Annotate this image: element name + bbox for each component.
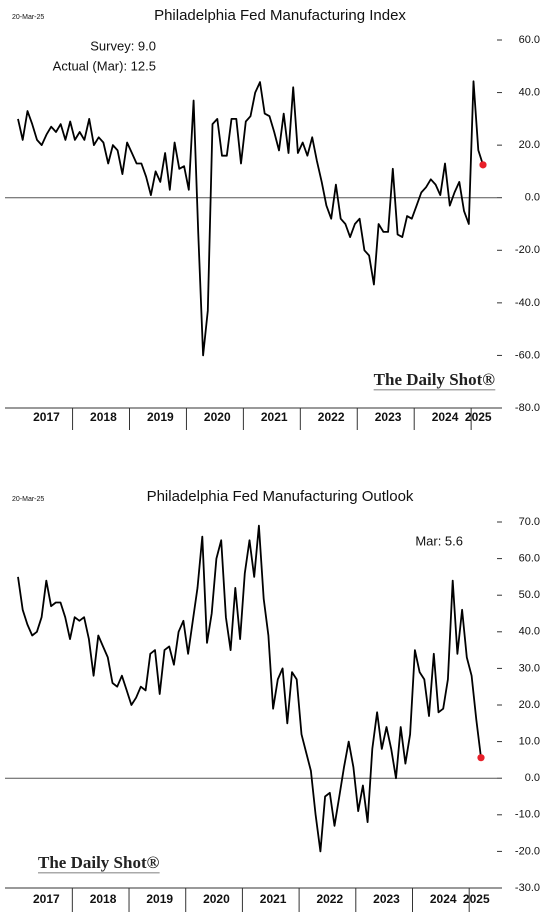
last-point bbox=[479, 161, 487, 169]
y-tick-label: -10.0 bbox=[515, 809, 540, 821]
source-logo: The Daily Shot® bbox=[38, 853, 160, 872]
y-tick-label: -20.0 bbox=[515, 845, 540, 857]
x-tick-label: 2022 bbox=[318, 410, 345, 424]
x-tick-label: 2025 bbox=[465, 410, 492, 424]
y-tick-label: 30.0 bbox=[519, 662, 540, 674]
source-logo: The Daily Shot® bbox=[374, 370, 496, 389]
x-tick-label: 2018 bbox=[90, 892, 117, 906]
x-tick-label: 2020 bbox=[203, 892, 230, 906]
line bbox=[17, 80, 484, 357]
x-tick-label: 2017 bbox=[33, 410, 60, 424]
x-tick-label: 2022 bbox=[316, 892, 343, 906]
y-tick-label: 40.0 bbox=[519, 626, 540, 638]
x-tick-label: 2025 bbox=[463, 892, 490, 906]
y-tick-label: 20.0 bbox=[519, 139, 540, 151]
y-tick-label: 40.0 bbox=[519, 86, 540, 98]
x-tick-label: 2023 bbox=[373, 892, 400, 906]
annotation: Survey: 9.0 bbox=[90, 38, 156, 53]
y-tick-label: 0.0 bbox=[525, 192, 540, 204]
y-tick-label: 60.0 bbox=[519, 553, 540, 565]
y-tick-label: 60.0 bbox=[519, 34, 540, 46]
annotation: Actual (Mar): 12.5 bbox=[53, 58, 156, 73]
y-tick-label: 70.0 bbox=[519, 516, 540, 528]
y-tick-label: -40.0 bbox=[515, 297, 540, 309]
x-tick-label: 2020 bbox=[204, 410, 231, 424]
y-tick-label: -60.0 bbox=[515, 349, 540, 361]
x-tick-label: 2024 bbox=[432, 410, 459, 424]
chart-title: Philadelphia Fed Manufacturing Index bbox=[154, 7, 406, 24]
x-tick-label: 2023 bbox=[375, 410, 402, 424]
y-tick-label: 0.0 bbox=[525, 772, 540, 784]
y-tick-label: 10.0 bbox=[519, 736, 540, 748]
date-label: 20-Mar-25 bbox=[12, 496, 44, 503]
x-tick-label: 2017 bbox=[33, 892, 60, 906]
x-tick-label: 2021 bbox=[261, 410, 288, 424]
x-tick-label: 2018 bbox=[90, 410, 117, 424]
line bbox=[17, 524, 482, 853]
annotation: Mar: 5.6 bbox=[415, 533, 463, 548]
y-tick-label: -20.0 bbox=[515, 244, 540, 256]
x-tick-label: 2024 bbox=[430, 892, 457, 906]
x-tick-label: 2019 bbox=[146, 892, 173, 906]
date-label: 20-Mar-25 bbox=[12, 14, 44, 21]
x-tick-label: 2021 bbox=[260, 892, 287, 906]
y-tick-label: 50.0 bbox=[519, 589, 540, 601]
chart-title: Philadelphia Fed Manufacturing Outlook bbox=[147, 488, 414, 505]
x-tick-label: 2019 bbox=[147, 410, 174, 424]
last-point bbox=[477, 754, 485, 762]
y-tick-label: -30.0 bbox=[515, 882, 540, 894]
y-tick-label: -80.0 bbox=[515, 402, 540, 414]
y-tick-label: 20.0 bbox=[519, 699, 540, 711]
